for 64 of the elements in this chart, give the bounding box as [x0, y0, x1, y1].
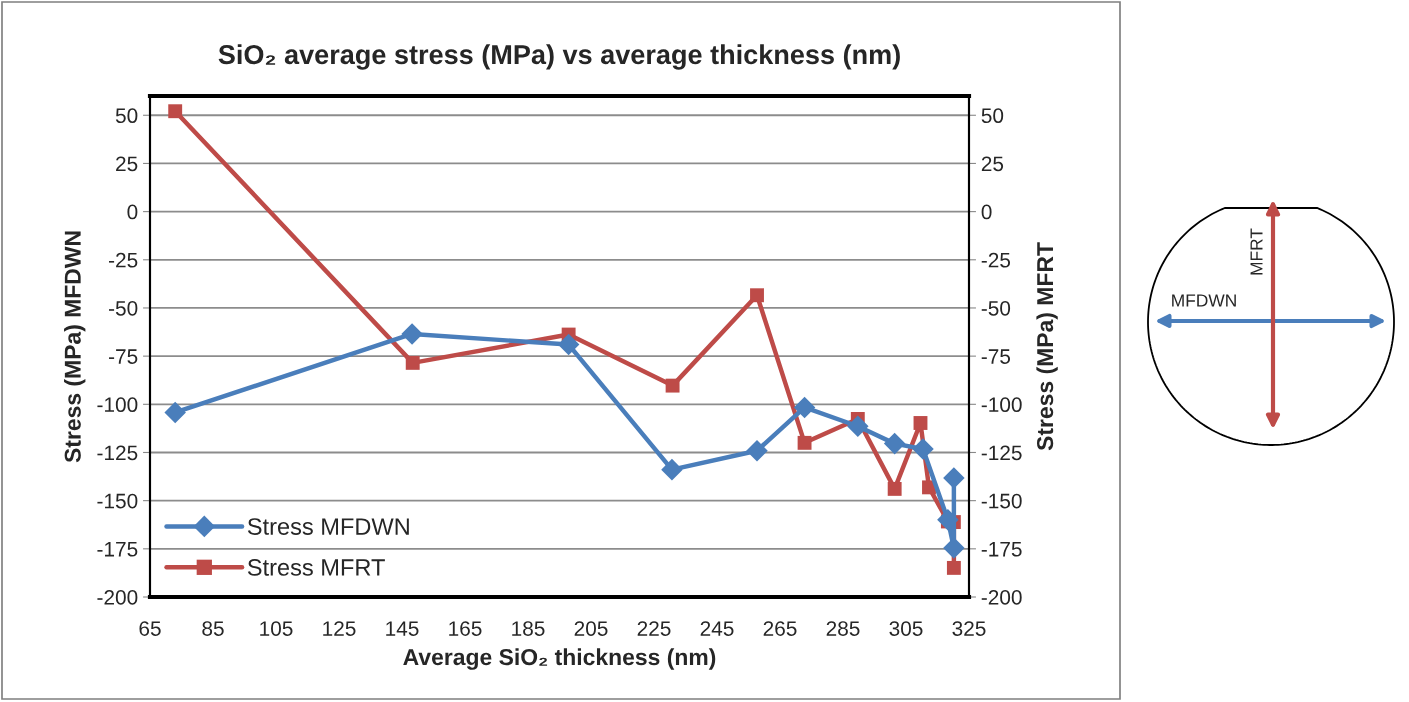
point: [912, 438, 934, 460]
y2-tick-label: -25: [981, 252, 1011, 268]
y-tick-label: -200: [97, 590, 138, 605]
y2-tick-label: -175: [981, 542, 1022, 557]
x-tick-label: 325: [952, 621, 986, 636]
y-tick-label: 50: [115, 108, 138, 124]
x-tick-label: 185: [512, 621, 545, 636]
y2-tick-label: -200: [981, 590, 1022, 605]
legend-label: Stress MFRT: [247, 559, 385, 576]
y-tick-label: -100: [97, 397, 138, 413]
point: [746, 439, 768, 462]
x-tick-label: 125: [323, 621, 356, 636]
point: [168, 104, 183, 119]
y-tick-label: -75: [109, 349, 138, 364]
y-tick-label: -50: [109, 300, 138, 316]
point: [887, 481, 902, 496]
y2-tick-label: -125: [981, 445, 1022, 461]
y-tick-label: 0: [127, 204, 138, 220]
y-axis-title: Stress (MPa) MFDWN: [64, 231, 86, 463]
point: [797, 435, 812, 450]
point: [847, 415, 869, 438]
y2-tick-label: 0: [981, 204, 992, 220]
y2-tick-label: -150: [981, 493, 1022, 509]
y2-tick-label: -50: [981, 300, 1011, 316]
x-tick-label: 165: [449, 621, 482, 636]
x-tick-label: 85: [202, 621, 224, 636]
point: [164, 401, 186, 424]
point: [793, 396, 816, 419]
y-tick-label: -125: [97, 445, 138, 461]
text: MFDWN: [1172, 294, 1236, 307]
point: [943, 467, 965, 489]
x-tick-label: 285: [826, 621, 860, 636]
point: [405, 355, 420, 370]
x-axis-title: Average SiO₂ thickness (nm): [403, 648, 716, 670]
x-tick-label: 265: [763, 621, 797, 636]
y-tick-label: 25: [116, 156, 138, 172]
point: [401, 323, 423, 345]
point: [661, 458, 683, 481]
point: [750, 288, 764, 303]
x-tick-label: 305: [889, 621, 923, 636]
text: MFRT: [1250, 228, 1263, 275]
x-tick-label: 205: [574, 621, 608, 636]
y-tick-label: -150: [97, 493, 138, 509]
y2-tick-label: 25: [981, 156, 1004, 172]
point: [557, 333, 580, 356]
y2-axis-title: Stress (MPa) MFRT: [1036, 242, 1058, 451]
y2-tick-label: -75: [981, 349, 1011, 364]
legend-label: Stress MFDWN: [247, 518, 409, 535]
point: [946, 560, 961, 575]
y2-tick-label: -100: [981, 397, 1022, 413]
point: [937, 508, 959, 531]
x-tick-label: 225: [637, 621, 671, 636]
chart-title: SiO₂ average stress (MPa) vs average thickness (nm): [218, 44, 900, 70]
x-tick-label: 65: [139, 621, 161, 636]
x-tick-label: 105: [260, 621, 293, 636]
point: [913, 416, 928, 430]
x-tick-label: 145: [386, 621, 419, 636]
point: [883, 432, 906, 455]
y-tick-label: -25: [109, 252, 138, 268]
x-tick-label: 245: [700, 621, 734, 636]
y2-tick-label: 50: [981, 108, 1004, 124]
y-tick-label: -175: [97, 542, 138, 557]
point: [665, 378, 680, 393]
point: [943, 537, 965, 559]
